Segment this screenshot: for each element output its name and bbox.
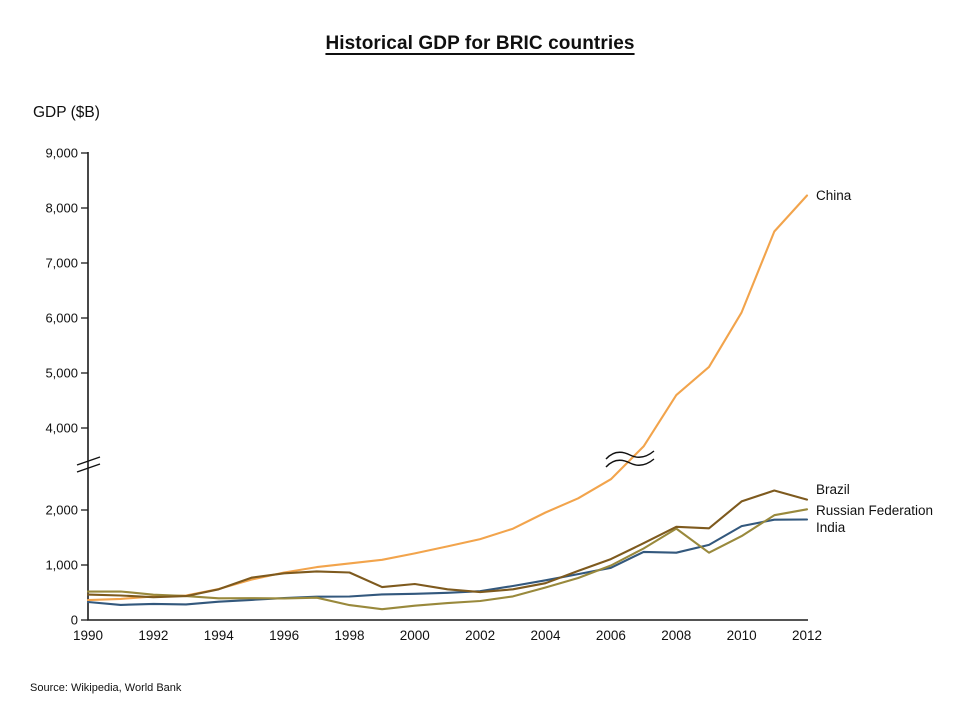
x-tick-label: 1998 [334,628,364,643]
y-tick-label: 5,000 [45,366,78,381]
china-line-break-icon [605,458,655,468]
y-tick-label: 2,000 [45,503,78,518]
x-tick-label: 2012 [792,628,822,643]
y-tick-label: 7,000 [45,256,78,271]
y-tick-label: 1,000 [45,558,78,573]
x-tick-label: 2008 [661,628,691,643]
x-tick-label: 1996 [269,628,299,643]
y-axis-break-icon [76,456,101,466]
y-axis-break-icon [76,463,101,473]
y-tick-label: 8,000 [45,201,78,216]
x-tick-label: 2000 [400,628,430,643]
axis-lines [87,152,808,621]
y-tick-label: 4,000 [45,421,78,436]
series-label-china: China [816,188,852,203]
x-tick-label: 2006 [596,628,626,643]
x-tick-label: 2004 [531,628,562,643]
series-line-china [86,194,809,602]
x-tick-label: 1992 [138,628,168,643]
series-label-brazil: Brazil [816,482,850,497]
x-tick-label: 1990 [73,628,103,643]
series-line-india [86,518,809,606]
series-line-brazil [86,489,809,599]
x-tick-label: 2002 [465,628,495,643]
source-note: Source: Wikipedia, World Bank [30,682,182,694]
series-line-russian-federation [86,508,809,611]
y-tick-label: 0 [71,613,78,628]
x-tick-label: 1994 [204,628,235,643]
series-label-india: India [816,520,846,535]
chart-title: Historical GDP for BRIC countries [325,33,635,54]
series-label-russian-federation: Russian Federation [816,503,933,518]
y-tick-label: 6,000 [45,311,78,326]
x-tick-label: 2010 [727,628,757,643]
y-axis-title: GDP ($B) [33,104,100,121]
china-line-break-icon [605,450,655,460]
y-tick-label: 9,000 [45,146,78,161]
